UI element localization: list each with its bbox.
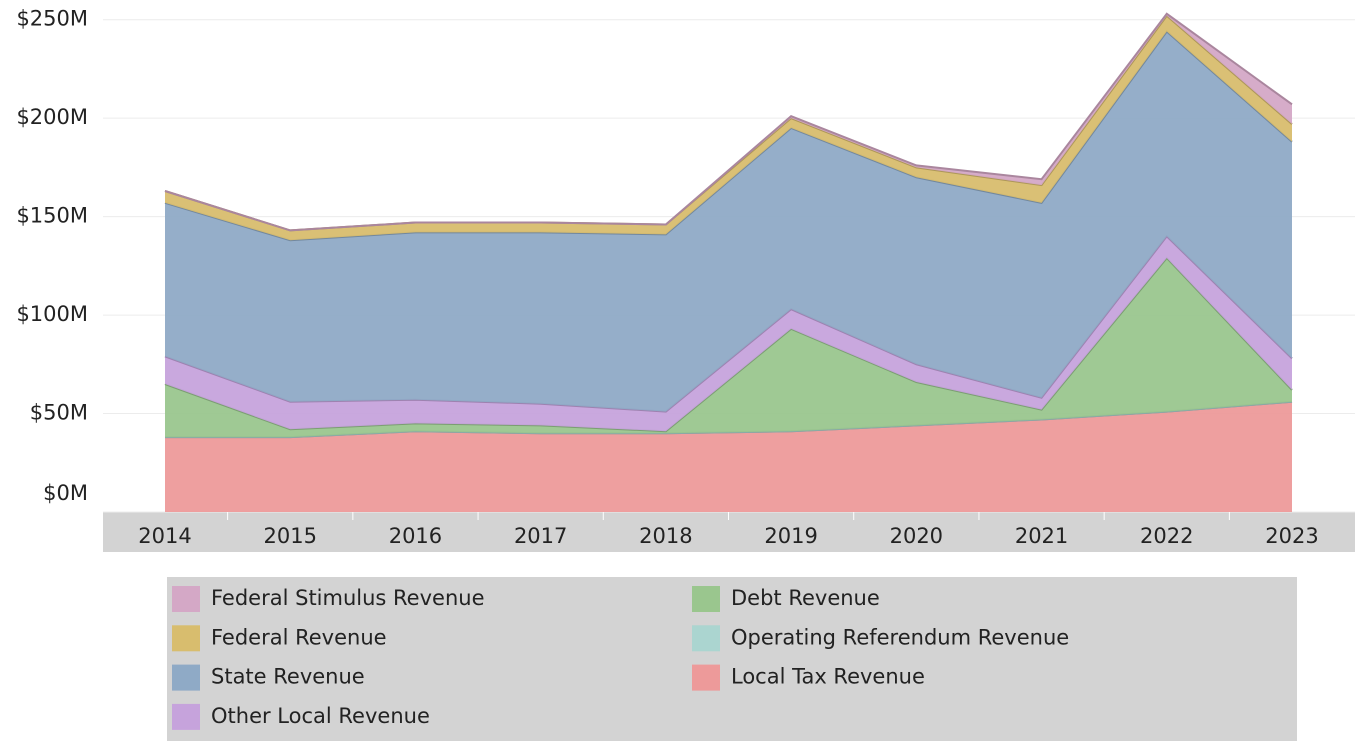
legend-swatch: [172, 664, 200, 691]
area: [165, 236, 1292, 432]
x-tick-label: 2016: [389, 524, 442, 548]
y-tick-label: $250M: [16, 7, 88, 31]
x-tick-label: 2023: [1265, 524, 1318, 548]
area: [165, 31, 1292, 412]
legend-swatch: [172, 703, 200, 730]
x-tick-label: 2020: [890, 524, 943, 548]
legend-label: Federal Revenue: [211, 625, 387, 649]
x-tick-label: 2018: [639, 524, 692, 548]
legend-label: Operating Referendum Revenue: [731, 625, 1069, 649]
x-tick-label: 2022: [1140, 524, 1193, 548]
x-tick-label: 2014: [138, 524, 191, 548]
y-tick-label: $100M: [16, 302, 88, 326]
x-tick-label: 2015: [263, 524, 316, 548]
legend: [167, 577, 1297, 741]
legend-label: Federal Stimulus Revenue: [211, 586, 485, 610]
y-tick-label: $50M: [30, 401, 88, 425]
area-edge: [165, 400, 1293, 439]
legend-swatch: [692, 664, 720, 691]
legend-label: State Revenue: [211, 665, 365, 689]
x-tick-label: 2019: [764, 524, 817, 548]
legend-label: Other Local Revenue: [211, 704, 430, 728]
area: [165, 257, 1292, 438]
legend-label: Debt Revenue: [731, 586, 880, 610]
y-tick-label: $200M: [16, 105, 88, 129]
y-tick-label: $150M: [16, 204, 88, 228]
area-edge: [164, 256, 1293, 433]
legend-swatch: [172, 625, 200, 652]
x-tick-label: 2017: [514, 524, 567, 548]
y-tick-label: $0M: [43, 481, 88, 505]
area: [165, 15, 1292, 241]
x-tick-label: 2021: [1015, 524, 1068, 548]
legend-swatch: [692, 625, 720, 652]
area-edge: [164, 12, 1293, 232]
legend-label: Local Tax Revenue: [731, 665, 925, 689]
area: [165, 401, 1292, 512]
legend-swatch: [692, 586, 720, 612]
legend-swatch: [172, 586, 200, 612]
